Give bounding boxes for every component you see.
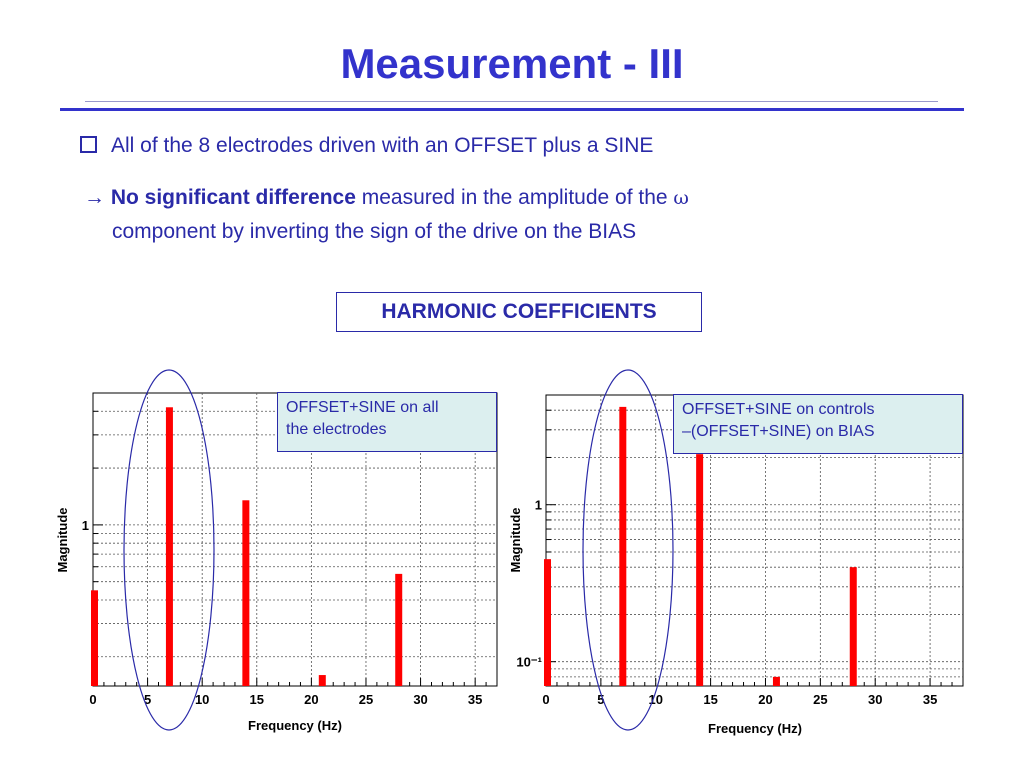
harmonic-coefficients-box: HARMONIC COEFFICIENTS — [336, 292, 702, 332]
y-tick-label: 1 — [82, 518, 89, 533]
x-tick-label: 5 — [144, 692, 151, 707]
x-tick-label: 35 — [923, 692, 937, 707]
x-tick-label: 15 — [703, 692, 717, 707]
bar-28hz — [395, 573, 403, 686]
x-tick-label: 5 — [597, 692, 604, 707]
bar-0hz — [91, 590, 98, 686]
x-tick-label: 25 — [359, 692, 373, 707]
x-tick-label: 15 — [250, 692, 264, 707]
x-axis-label: Frequency (Hz) — [248, 718, 342, 733]
x-tick-label: 0 — [542, 692, 549, 707]
bar-14hz — [242, 500, 250, 686]
bar-0hz — [544, 559, 551, 686]
bar-28hz — [849, 567, 857, 686]
slide-title: Measurement - III — [340, 40, 684, 87]
x-tick-label: 20 — [304, 692, 318, 707]
arrow-item: → No significant difference measured in … — [84, 181, 884, 248]
legend-left-line2: the electrodes — [286, 421, 387, 438]
bullet-item: All of the 8 electrodes driven with an O… — [80, 134, 653, 158]
highlight-ellipse — [123, 369, 215, 731]
highlight-ellipse — [582, 369, 674, 731]
x-tick-label: 35 — [468, 692, 482, 707]
x-tick-label: 10 — [195, 692, 209, 707]
y-tick-label: 1 — [535, 498, 542, 513]
x-tick-label: 0 — [89, 692, 96, 707]
bullet-text: All of the 8 electrodes driven with an O… — [111, 134, 654, 157]
x-tick-label: 30 — [413, 692, 427, 707]
arrow-rest-text: measured in the amplitude of the — [355, 186, 674, 209]
y-axis-label: Magnitude — [55, 508, 70, 573]
title-underline-thin — [85, 101, 938, 102]
y-tick-label: 10⁻¹ — [516, 655, 542, 670]
arrow-second-line: component by inverting the sign of the d… — [112, 220, 637, 243]
legend-right-line2: –(OFFSET+SINE) on BIAS — [682, 423, 875, 440]
legend-right-line1: OFFSET+SINE on controls — [682, 401, 875, 418]
x-tick-label: 20 — [758, 692, 772, 707]
legend-right: OFFSET+SINE on controls –(OFFSET+SINE) o… — [673, 394, 963, 454]
bar-7hz — [165, 407, 173, 686]
title-underline — [60, 108, 964, 111]
legend-left: OFFSET+SINE on all the electrodes — [277, 392, 497, 452]
omega-symbol: ω — [673, 187, 689, 209]
bar-14hz — [696, 454, 704, 686]
x-axis-label: Frequency (Hz) — [708, 721, 802, 736]
x-tick-label: 25 — [813, 692, 827, 707]
x-tick-label: 30 — [868, 692, 882, 707]
bar-7hz — [619, 406, 627, 686]
arrow-right-icon: → — [84, 186, 105, 209]
y-axis-label: Magnitude — [508, 508, 523, 573]
bar-21hz — [772, 676, 780, 686]
square-bullet-icon — [80, 136, 97, 153]
arrow-bold-text: No significant difference — [110, 186, 356, 209]
legend-left-line1: OFFSET+SINE on all — [286, 399, 439, 416]
bar-21hz — [318, 675, 326, 686]
